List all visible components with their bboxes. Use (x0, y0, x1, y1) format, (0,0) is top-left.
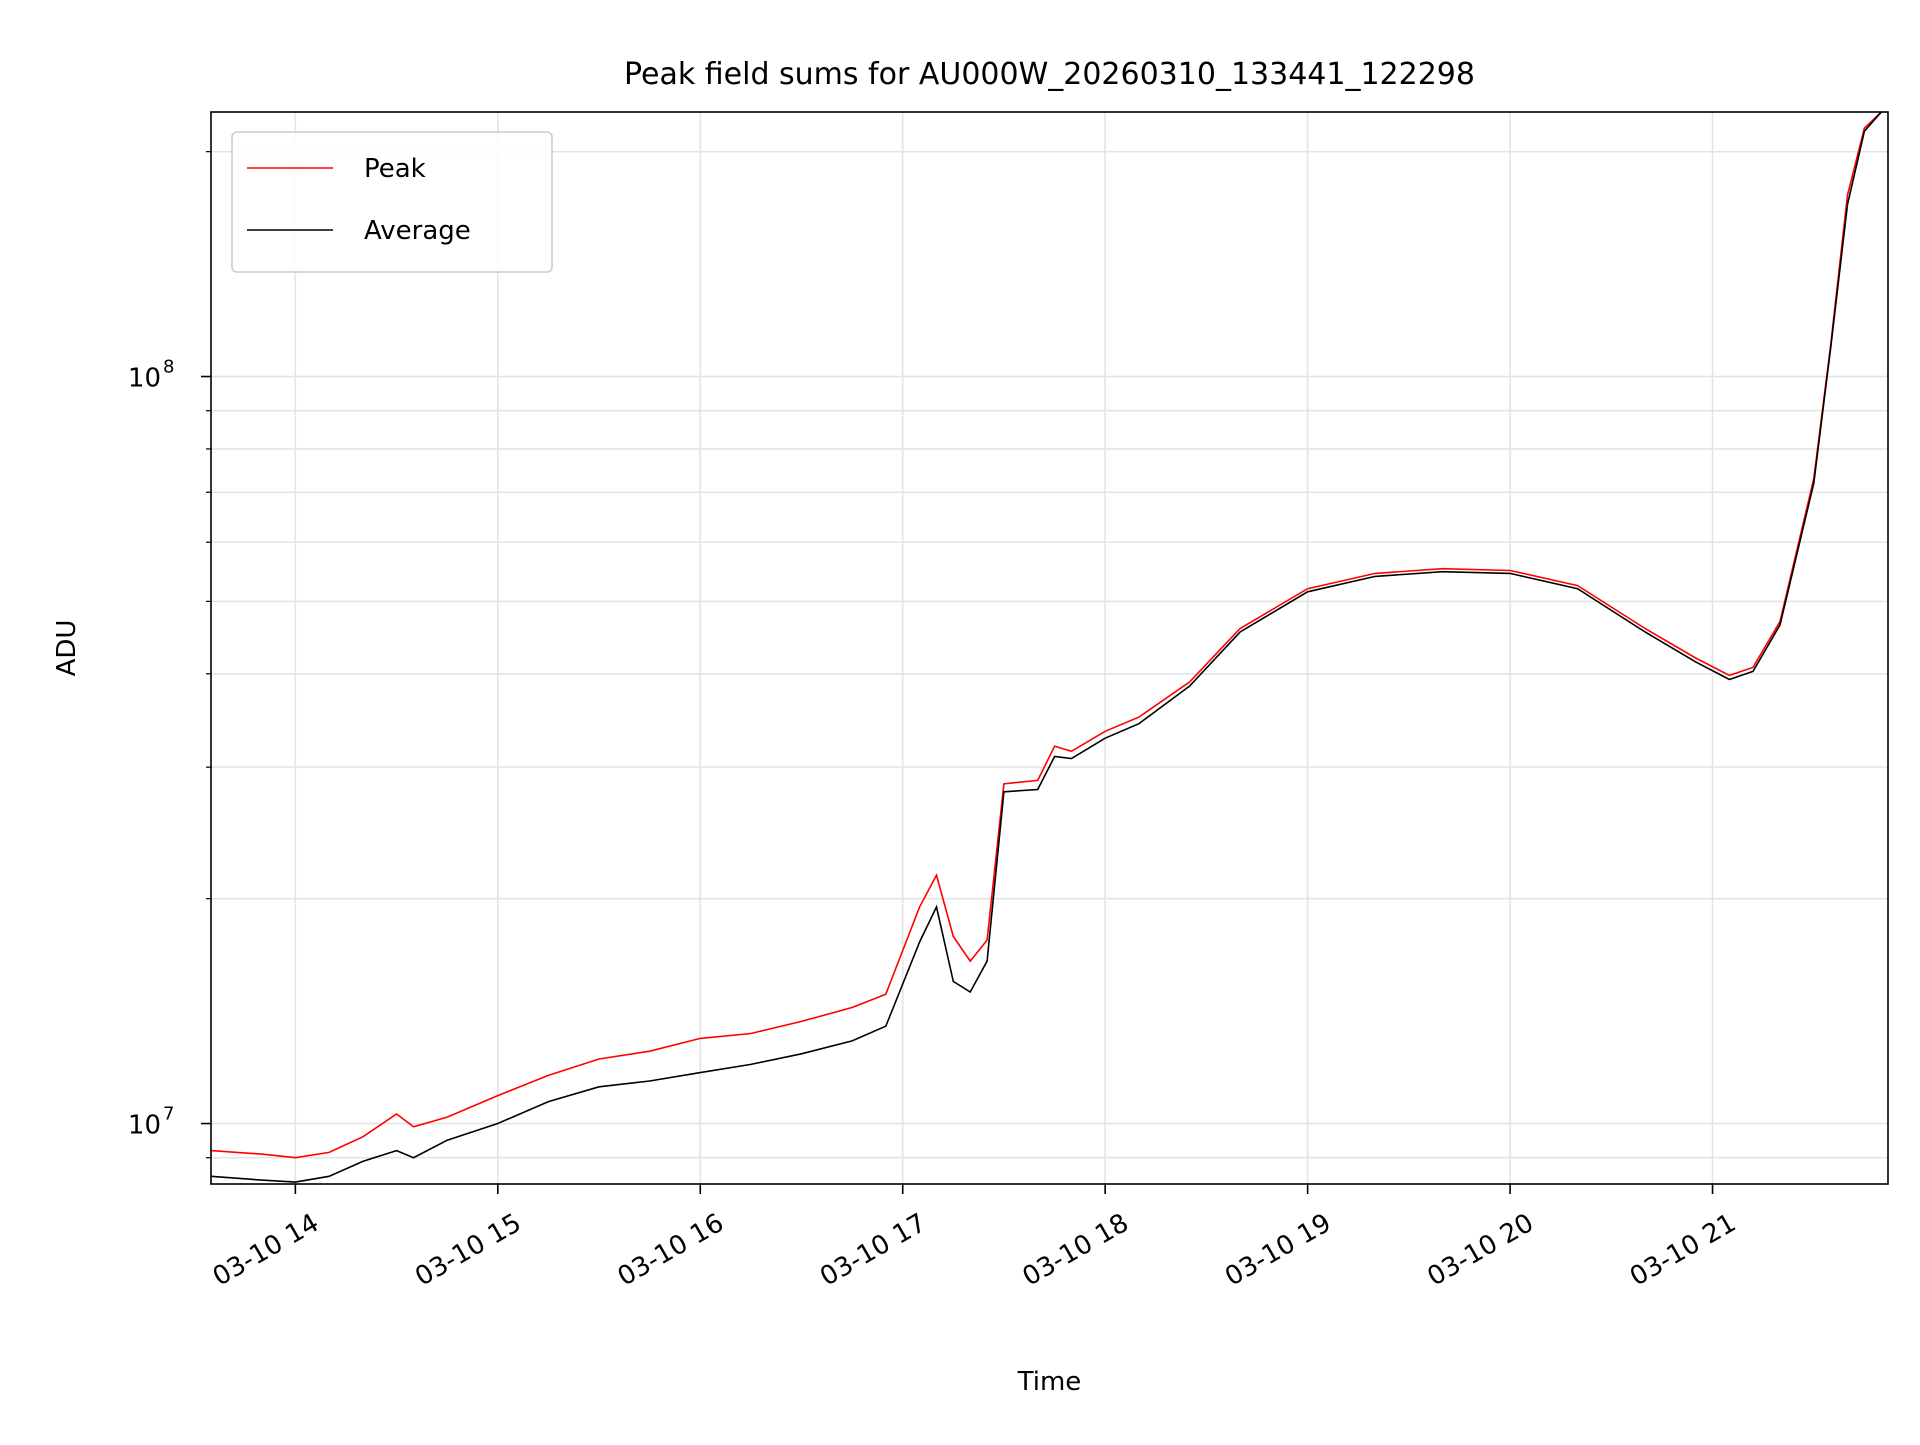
legend-box (231, 131, 553, 273)
axes-frame (210, 111, 1889, 1185)
y-tick-label: 10 (128, 1111, 161, 1141)
y-tick-exponent: 8 (163, 357, 174, 378)
legend: Peak Average (231, 131, 553, 273)
series-line-peak (211, 112, 1882, 1159)
x-axis-label: Time (1017, 1367, 1082, 1397)
y-tick-exponent: 7 (163, 1104, 174, 1125)
legend-label-peak: Peak (364, 154, 426, 184)
legend-label-average: Average (364, 216, 471, 246)
y-tick-label: 10 (128, 364, 161, 394)
y-axis-label: ADU (52, 620, 82, 677)
series-line-average (211, 112, 1882, 1183)
chart-title: Peak field sums for AU000W_20260310_1334… (624, 57, 1475, 92)
series-layer (211, 112, 1882, 1183)
